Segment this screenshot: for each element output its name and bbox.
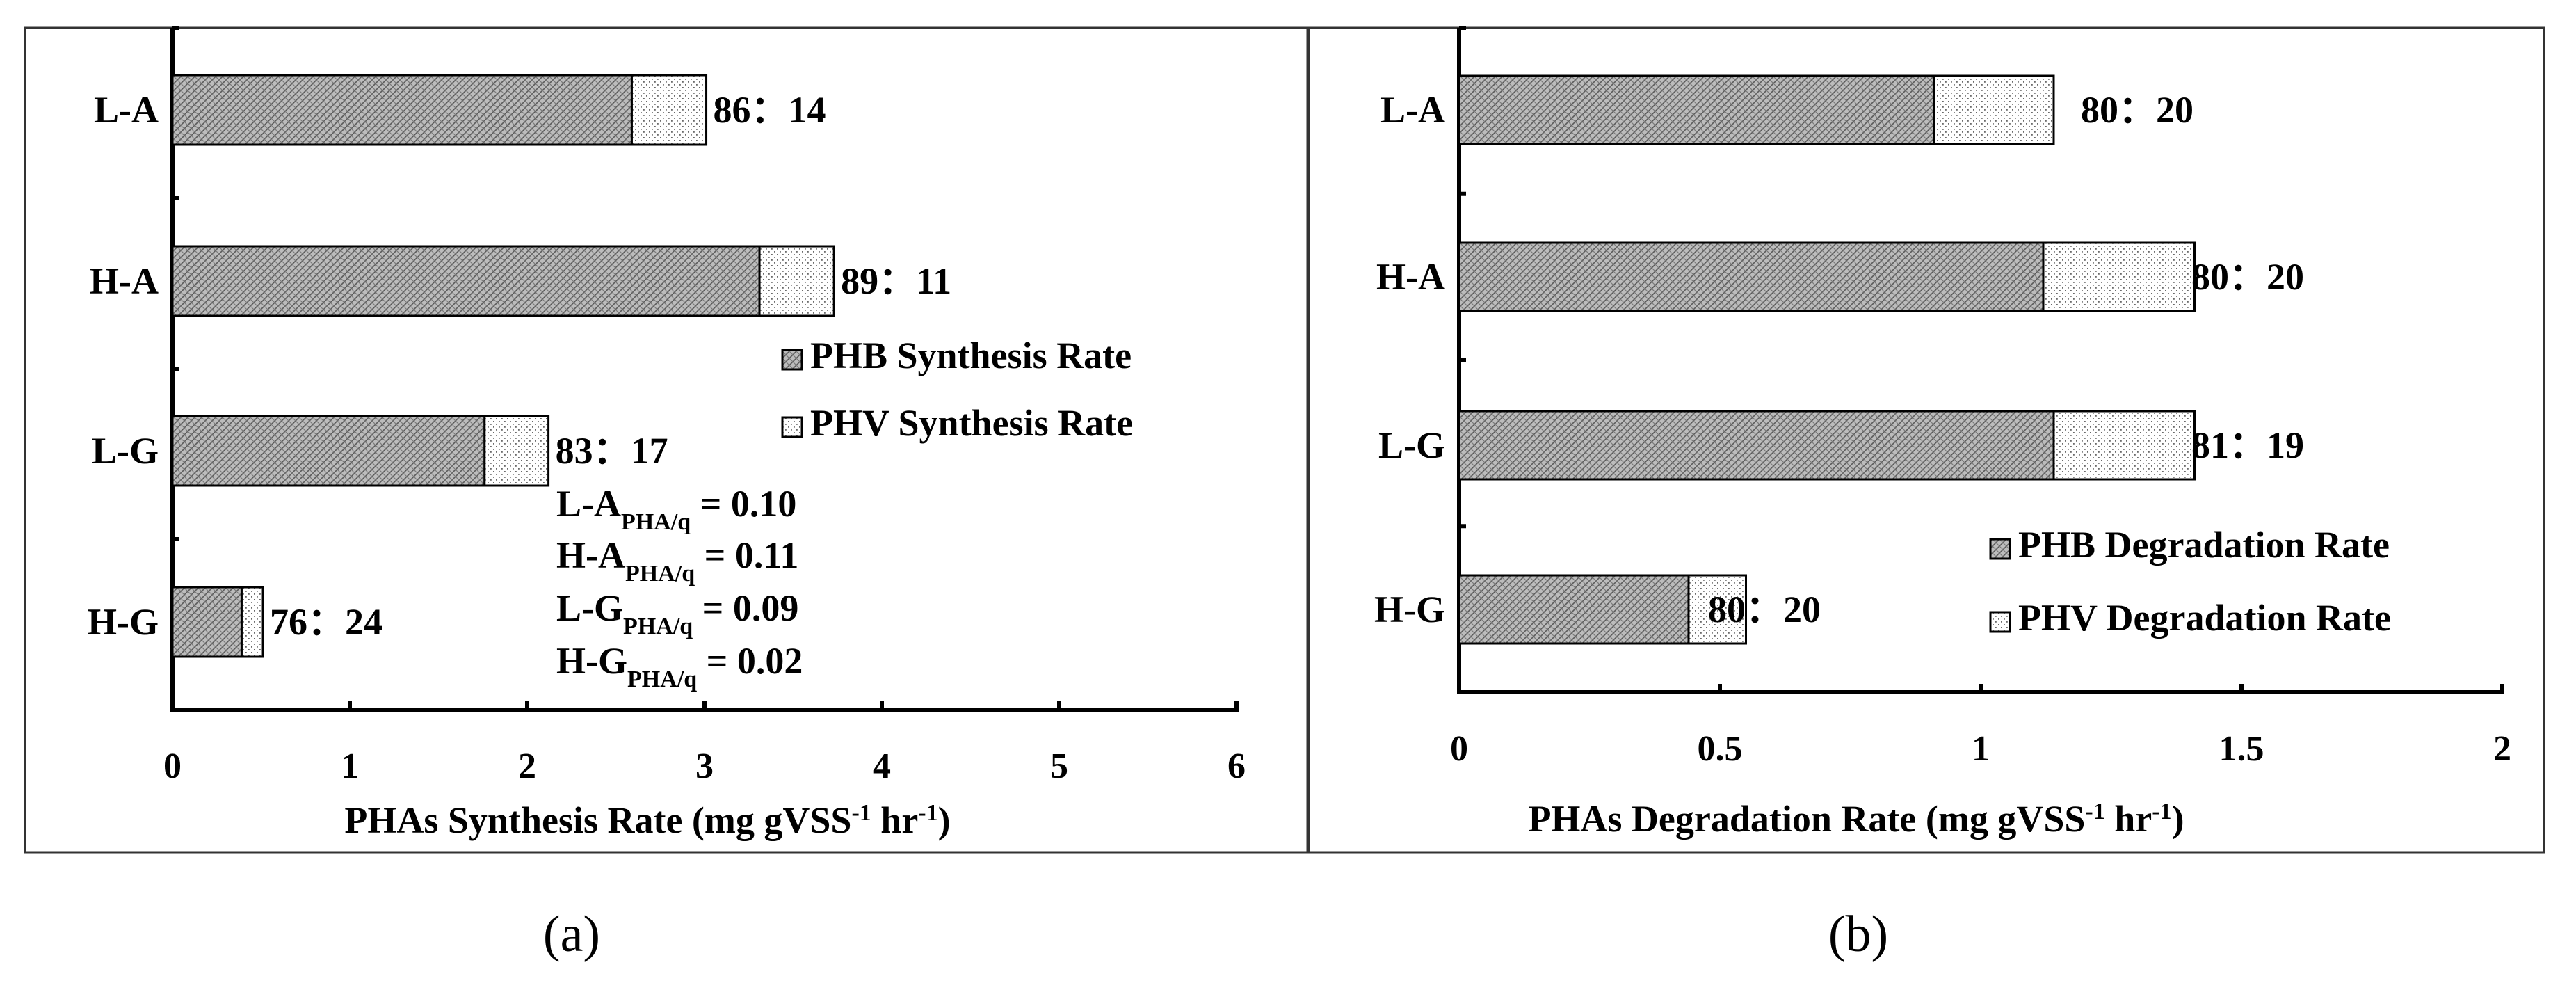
phv-bar-l-a — [1933, 74, 2055, 145]
category-label-l-g: L-G — [1378, 424, 1445, 466]
phb-bar-l-a — [171, 74, 633, 146]
phv-bar-h-a — [758, 245, 835, 317]
chart-a-plot: 0 1 2 3 4 5 6 L-A 86：14 H-A 89：11 L-G 83：17 H-G 76：24 — [88, 26, 1246, 786]
ratio-label-h-a: 89：11 — [841, 260, 951, 302]
category-label-h-g: H-G — [1374, 589, 1445, 630]
ratio-label-l-g: 83：17 — [556, 430, 668, 472]
phb-bar-l-g — [1458, 410, 2055, 481]
phb-bar-l-a — [1458, 74, 1935, 145]
category-label-h-g: H-G — [88, 601, 159, 643]
phv-bar-h-g — [240, 586, 264, 658]
phb-bar-l-g — [171, 415, 486, 487]
ratio-label-h-g: 76：24 — [270, 601, 383, 643]
phb-bar-h-a — [1458, 241, 2045, 312]
x-tick-label: 5 — [1050, 746, 1068, 786]
phv-bar-h-a — [2042, 241, 2196, 312]
ratio-label-l-a: 86：14 — [714, 89, 826, 131]
phv-bar-l-g — [2052, 410, 2196, 481]
x-tick-label: 2 — [2493, 729, 2511, 769]
x-tick-label: 4 — [873, 746, 891, 786]
ratio-label-h-g: 80：20 — [1708, 589, 1821, 630]
chart-a-annotations: L-APHA/q = 0.10H-APHA/q = 0.11L-GPHA/q =… — [556, 483, 803, 692]
chart-a-x-axis-title: PHAs Synthesis Rate (mg gVSS-1 hr-1) — [344, 799, 950, 841]
panel-a-frame — [24, 26, 1310, 854]
x-tick-label: 0 — [163, 746, 182, 786]
legend-b-phv-swatch — [1989, 611, 2011, 633]
legend-b-phv-label: PHV Degradation Rate — [2018, 597, 2391, 639]
ratio-label-h-a: 80：20 — [2191, 256, 2304, 298]
chart-b-plot: 0 0.5 1 1.5 2 L-A 80：20 H-A 80：20 L-G 81：19 H-G 80：2… — [1374, 26, 2511, 769]
annotation-pha-q-h-a: H-APHA/q = 0.11 — [556, 534, 798, 586]
phv-bar-h-g — [1687, 574, 1747, 645]
panel-b-frame — [1306, 26, 2545, 854]
chart-b-legend: PHB Degradation Rate PHV Degradation Rat… — [1989, 524, 2391, 639]
chart-b-x-axis-title: PHAs Degradation Rate (mg gVSS-1 hr-1) — [1528, 798, 2184, 840]
phb-bar-h-g — [171, 586, 243, 658]
legend-b-phb-swatch — [1989, 538, 2011, 560]
category-label-l-a: L-A — [94, 89, 159, 131]
phb-bar-h-g — [1458, 574, 1690, 645]
chart-a-legend: PHB Synthesis Rate PHV Synthesis Rate — [781, 335, 1133, 444]
x-tick-label: 0 — [1450, 729, 1468, 769]
x-tick-label: 3 — [695, 746, 714, 786]
annotation-pha-q-l-a: L-APHA/q = 0.10 — [556, 483, 796, 535]
x-tick-label: 1 — [1972, 729, 1990, 769]
legend-a-phv-swatch — [781, 416, 803, 438]
x-tick-label: 1 — [341, 746, 359, 786]
phv-bar-l-g — [483, 415, 550, 487]
annotation-pha-q-h-g: H-GPHA/q = 0.02 — [556, 640, 803, 692]
panel-a: 0 1 2 3 4 5 6L-A 86：14H-A 89：11L-G 83：17H-G 76：24 … — [24, 26, 1310, 963]
x-tick-label: 0.5 — [1698, 729, 1743, 769]
category-label-h-a: H-A — [90, 260, 159, 302]
legend-a-phb-swatch — [781, 349, 803, 371]
x-tick-label: 6 — [1227, 746, 1246, 786]
panel-a-label: (a) — [543, 906, 600, 963]
category-label-l-a: L-A — [1380, 89, 1445, 131]
panel-b-label: (b) — [1828, 906, 1888, 963]
phb-bar-h-a — [171, 245, 761, 317]
phv-bar-l-a — [630, 74, 708, 146]
legend-a-phv-label: PHV Synthesis Rate — [810, 402, 1133, 444]
category-label-h-a: H-A — [1376, 256, 1445, 298]
x-tick-label: 2 — [518, 746, 536, 786]
category-label-l-g: L-G — [92, 430, 159, 472]
legend-b-phb-label: PHB Degradation Rate — [2018, 524, 2390, 566]
ratio-label-l-a: 80：20 — [2081, 89, 2193, 131]
panel-b: 0 0.5 1 1.5 2 L-A 80：20 H-A 80：20 L-G 81：19 H-G 80：2… — [1306, 26, 2545, 963]
annotation-pha-q-l-g: L-GPHA/q = 0.09 — [556, 587, 798, 639]
legend-a-phb-label: PHB Synthesis Rate — [810, 335, 1132, 376]
ratio-label-l-g: 81：19 — [2191, 424, 2304, 466]
x-tick-label: 1.5 — [2219, 729, 2264, 769]
